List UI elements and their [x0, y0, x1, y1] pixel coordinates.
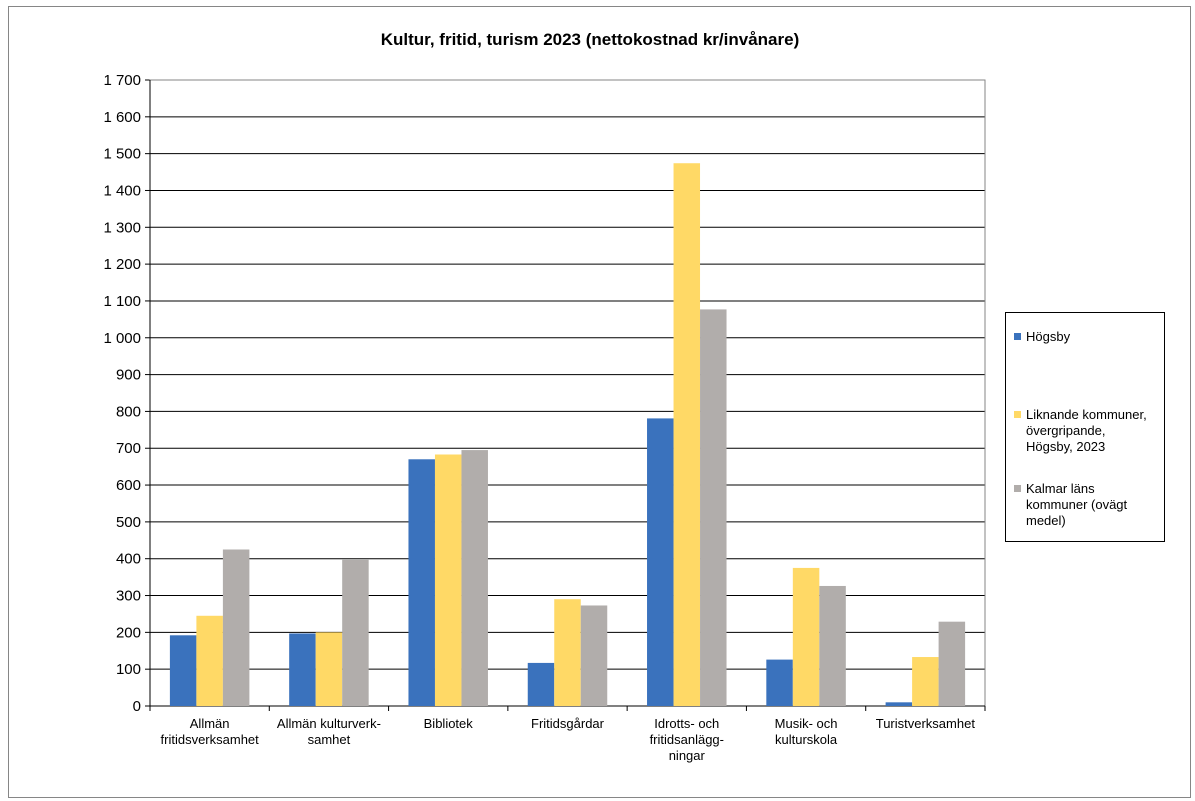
bar: [222, 549, 250, 706]
y-tick-label: 700: [116, 440, 141, 457]
bar: [938, 621, 966, 706]
legend-label-line: övergripande,: [1026, 423, 1106, 438]
bar: [408, 459, 435, 706]
legend-swatch-hogsby: [1014, 333, 1021, 340]
bar: [647, 418, 674, 706]
y-tick-label: 1 400: [103, 182, 141, 199]
legend: Högsby Liknande kommuner, övergripande, Hö…: [1005, 312, 1165, 542]
legend-label-line: Högsby, 2023: [1026, 439, 1106, 454]
bar: [766, 659, 793, 706]
y-tick-label: 600: [116, 477, 141, 494]
y-tick-label: 100: [116, 661, 141, 678]
y-tick-label: 500: [116, 514, 141, 531]
bar: [434, 454, 462, 706]
bar: [196, 615, 223, 706]
legend-label-hogsby: Högsby: [1026, 329, 1166, 345]
y-tick-label: 800: [116, 403, 141, 420]
x-tick-label: Allmän kulturverk-: [277, 716, 381, 731]
bar: [315, 632, 343, 706]
legend-label-line: Högsby: [1026, 329, 1071, 344]
legend-swatch-kalmar: [1014, 485, 1021, 492]
legend-swatch-liknande: [1014, 411, 1021, 418]
bar: [580, 605, 608, 706]
x-tick-label: samhet: [308, 732, 351, 747]
y-tick-label: 1 500: [103, 146, 141, 163]
bar: [527, 662, 555, 706]
y-tick-label: 400: [116, 551, 141, 568]
bar: [700, 309, 727, 706]
bar: [673, 163, 701, 706]
y-tick-label: 1 600: [103, 109, 141, 126]
x-tick-label: Bibliotek: [424, 716, 474, 731]
chart-title: Kultur, fritid, turism 2023 (nettokostna…: [380, 30, 800, 49]
bar: [819, 585, 846, 706]
bar: [342, 559, 369, 706]
y-tick-label: 0: [133, 698, 141, 715]
y-tick-label: 1 100: [103, 293, 141, 310]
y-tick-label: 200: [116, 624, 141, 641]
bar: [169, 635, 197, 706]
legend-label-line: kommuner (ovägt: [1026, 497, 1128, 512]
x-tick-label: Fritidsgårdar: [531, 716, 605, 731]
bar: [885, 702, 913, 706]
bar: [289, 633, 316, 706]
x-tick-label: Turistverksamhet: [876, 716, 976, 731]
x-tick-label: ningar: [669, 748, 706, 763]
y-tick-label: 900: [116, 367, 141, 384]
legend-label-kalmar: Kalmar läns kommuner (ovägt medel): [1026, 481, 1166, 529]
x-tick-label: fritidsanlägg-: [650, 732, 724, 747]
x-tick-label: kulturskola: [775, 732, 838, 747]
y-tick-label: 1 000: [103, 330, 141, 347]
legend-label-line: medel): [1026, 513, 1066, 528]
x-tick-label: Musik- och: [775, 716, 838, 731]
legend-label-line: Kalmar läns: [1026, 481, 1095, 496]
legend-label-line: Liknande kommuner,: [1026, 407, 1147, 422]
x-tick-label: fritidsverksamhet: [161, 732, 260, 747]
bar: [792, 567, 820, 706]
y-tick-label: 300: [116, 588, 141, 605]
y-tick-label: 1 200: [103, 256, 141, 273]
bar: [554, 599, 581, 706]
y-tick-label: 1 700: [103, 72, 141, 89]
x-tick-label: Idrotts- och: [654, 716, 719, 731]
x-tick-label: Allmän: [190, 716, 230, 731]
bar: [912, 657, 939, 706]
legend-label-liknande: Liknande kommuner, övergripande, Högsby, 2…: [1026, 407, 1166, 455]
y-tick-label: 1 300: [103, 219, 141, 236]
bar: [461, 450, 488, 706]
